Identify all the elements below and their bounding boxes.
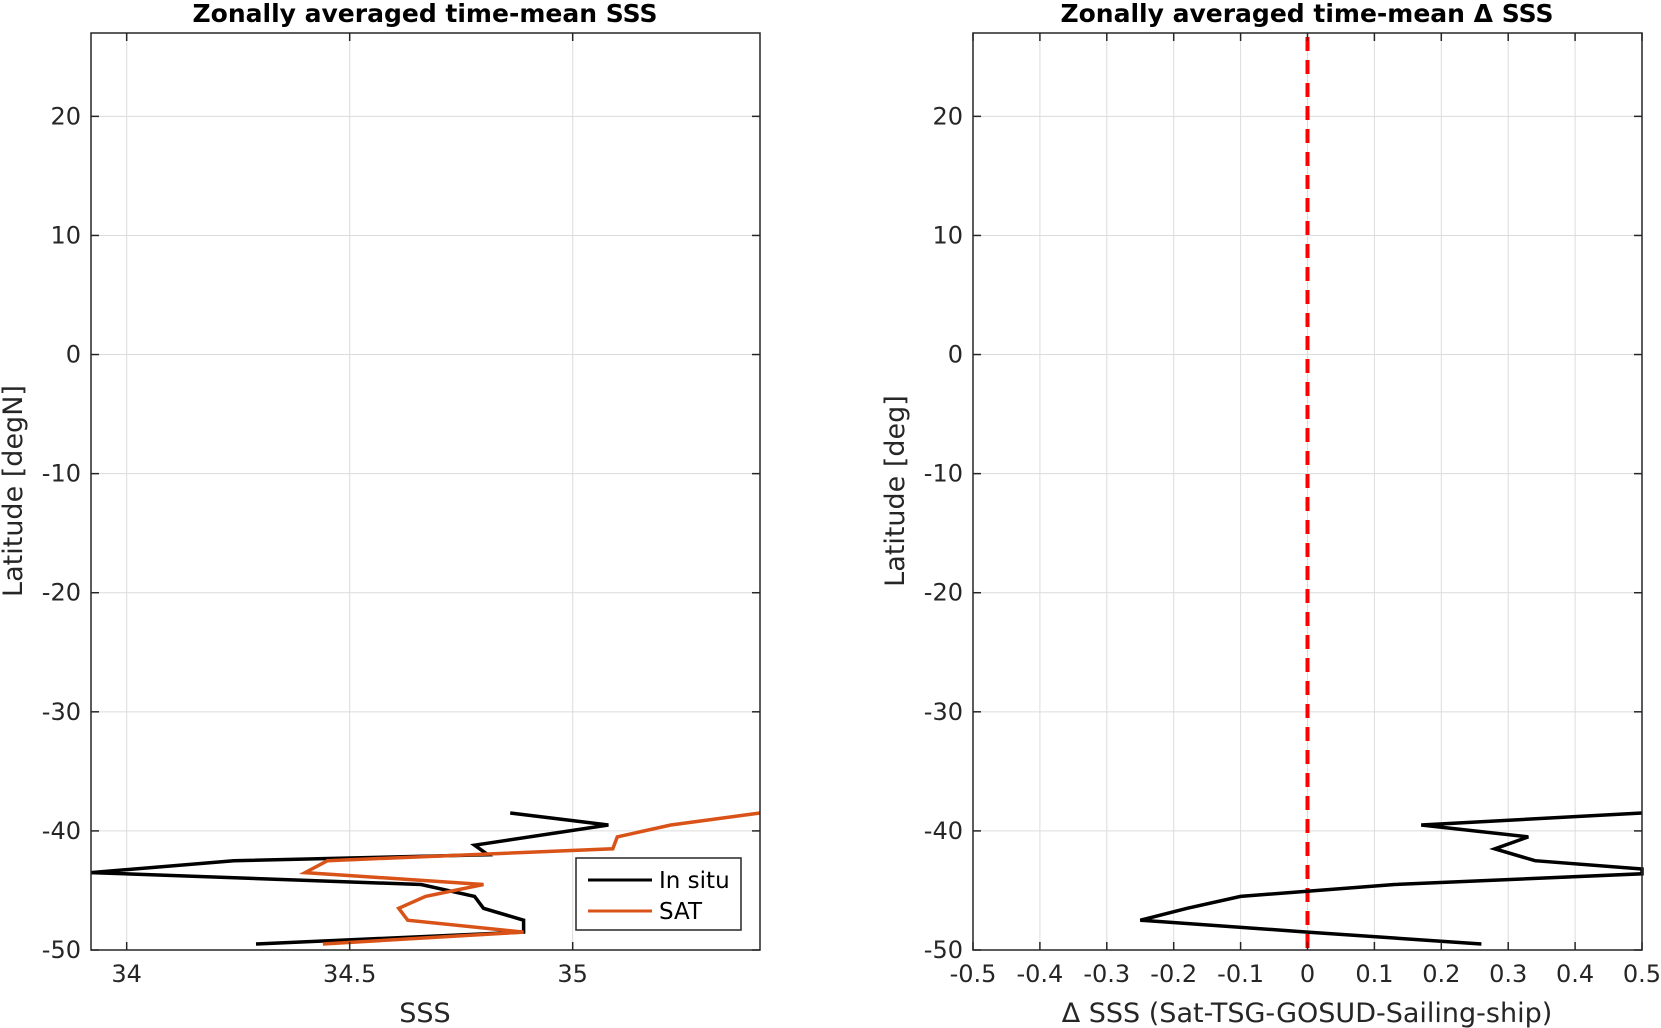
y-tick-label: -30 <box>924 698 963 726</box>
axes-frame <box>90 32 761 951</box>
series-line-delta <box>1139 811 1644 946</box>
y-tick-label: -40 <box>42 817 81 845</box>
x-tick-label: 34 <box>111 960 142 988</box>
legend-box <box>575 857 742 931</box>
tick-marks <box>91 33 760 951</box>
y-tick-label: 0 <box>66 341 81 369</box>
y-tick-label: -20 <box>924 579 963 607</box>
y-tick-label: 10 <box>50 221 81 249</box>
y-tick-labels: -50 -40 -30 -20 -10 0 10 20 <box>42 102 81 964</box>
chart-title: Zonally averaged time-mean Δ SSS <box>1061 0 1554 28</box>
y-tick-label: 0 <box>948 341 963 369</box>
y-tick-label: -10 <box>924 460 963 488</box>
x-tick-label: 35 <box>557 960 588 988</box>
x-tick-label: 0 <box>1300 960 1315 988</box>
chart-title: Zonally averaged time-mean SSS <box>193 0 658 28</box>
legend-label-sat: SAT <box>659 899 703 925</box>
x-axis-label: SSS <box>399 998 450 1028</box>
series-line-in-situ <box>90 811 609 946</box>
chart-sss: Zonally averaged time-mean SSS 34 34.5 35 … <box>0 0 761 1028</box>
legend-label-in-situ: In situ <box>659 868 730 894</box>
plot-lines <box>90 811 761 946</box>
x-tick-label: -0.4 <box>1016 960 1063 988</box>
x-tick-label: -0.2 <box>1150 960 1197 988</box>
legend: In situ SAT <box>575 857 742 931</box>
y-tick-label: -30 <box>42 698 81 726</box>
x-tick-label: 0.1 <box>1355 960 1393 988</box>
x-tick-label: 0.2 <box>1422 960 1460 988</box>
y-axis-label: Latitude [deg] <box>880 395 911 587</box>
x-tick-label: -0.3 <box>1083 960 1130 988</box>
x-tick-labels: -0.5 -0.4 -0.3 -0.2 -0.1 0 0.1 0.2 0.3 0.4 0.5 <box>950 960 1661 988</box>
y-tick-label: -20 <box>42 579 81 607</box>
x-tick-labels: 34 34.5 35 <box>111 960 588 988</box>
y-tick-labels: -50 -40 -30 -20 -10 0 10 20 <box>924 102 963 964</box>
grid-lines <box>91 33 760 951</box>
y-tick-label: 20 <box>932 102 963 130</box>
grid-lines <box>972 33 1643 951</box>
tick-marks <box>972 33 1643 951</box>
y-tick-label: -50 <box>924 936 963 964</box>
x-tick-label: 0.4 <box>1556 960 1594 988</box>
y-tick-label: -40 <box>924 817 963 845</box>
y-tick-label: 10 <box>932 221 963 249</box>
chart-delta-sss: Zonally averaged time-mean Δ SSS -0.5 -0.… <box>880 0 1661 1028</box>
y-tick-label: -10 <box>42 460 81 488</box>
y-tick-label: -50 <box>42 936 81 964</box>
x-tick-label: -0.1 <box>1217 960 1264 988</box>
y-tick-label: 20 <box>50 102 81 130</box>
x-tick-label: 34.5 <box>323 960 376 988</box>
y-axis-label: Latitude [degN] <box>0 385 29 597</box>
x-tick-label: 0.3 <box>1489 960 1527 988</box>
series-line-sat <box>298 811 761 946</box>
x-tick-label: 0.5 <box>1623 960 1661 988</box>
x-axis-label: Δ SSS (Sat-TSG-GOSUD-Sailing-ship) <box>1062 998 1553 1028</box>
plot-lines <box>1139 811 1644 946</box>
x-tick-label: -0.5 <box>950 960 997 988</box>
